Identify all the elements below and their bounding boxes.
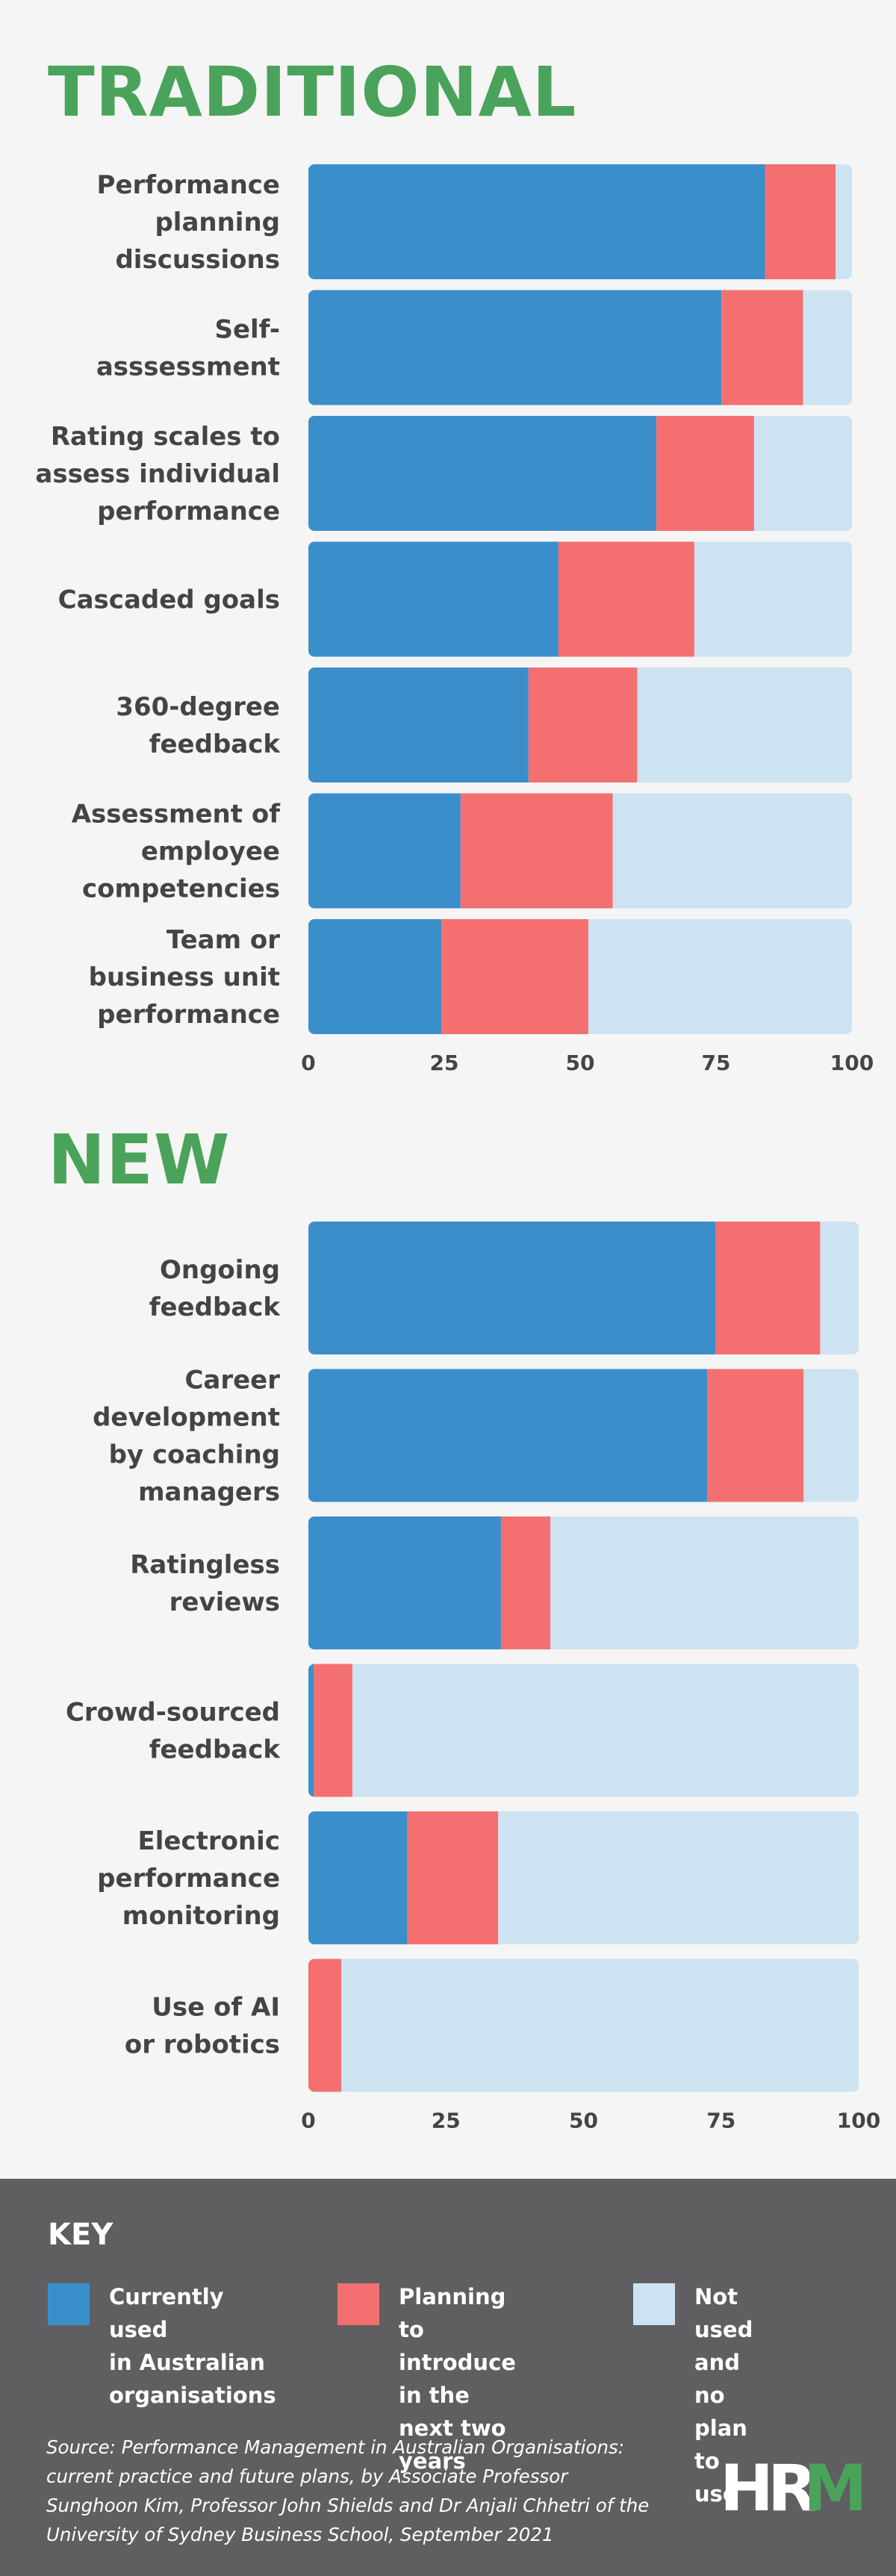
bar-segment-current xyxy=(308,541,559,657)
category-label: Cascaded goals xyxy=(58,585,280,615)
bar-segment-not-used xyxy=(803,290,852,405)
bar-segment-not-used xyxy=(803,1369,859,1502)
logo-m: M xyxy=(803,2457,862,2516)
bar-segment-current xyxy=(308,1516,501,1649)
category-label: Rating scales to assess individual perform… xyxy=(35,422,280,526)
new-title: NEW xyxy=(48,1120,231,1200)
bar-segment-current xyxy=(308,290,722,405)
bar-segment-current xyxy=(308,1664,314,1797)
bar-segment-planning xyxy=(721,290,803,405)
category-label: Team or business unit performance xyxy=(89,925,281,1030)
bar-segment-current xyxy=(308,416,656,531)
key-swatch-planning xyxy=(337,2283,379,2325)
bar-segment-current xyxy=(308,793,461,909)
x-tick-label: 50 xyxy=(569,2109,598,2133)
x-tick-label: 75 xyxy=(706,2109,735,2133)
bar-segment-current xyxy=(308,919,442,1034)
bar-row-cascaded-goals xyxy=(308,541,852,657)
bar-segment-not-used xyxy=(694,541,852,657)
bar-segment-not-used xyxy=(588,919,852,1034)
bar-segment-not-used xyxy=(637,668,852,783)
key-label-not-used: Not used and no plan to use xyxy=(694,2284,753,2507)
bar-segment-not-used xyxy=(341,1959,859,2092)
bar-segment-planning xyxy=(656,416,754,531)
bar-segment-current xyxy=(308,668,529,783)
x-tick-label: 75 xyxy=(702,1051,731,1075)
category-label: Ratingless reviews xyxy=(130,1550,280,1617)
category-label: Assessment of employee competencies xyxy=(72,800,281,904)
category-label: Use of AI or robotics xyxy=(125,1993,280,2060)
bar-row-electronic-performance-monitoring xyxy=(308,1811,859,1944)
x-tick-label: 0 xyxy=(301,2109,315,2133)
bar-segment-planning xyxy=(558,541,694,657)
bar-row-self-asssessment xyxy=(308,290,852,405)
key-label-current: Currently used in Australian organisatio… xyxy=(109,2284,276,2408)
bar-segment-not-used xyxy=(836,164,852,279)
key-panel: KEY Currently used in Australian organis… xyxy=(0,2179,896,2576)
category-label: 360-degree feedback xyxy=(116,692,281,759)
category-label: Electronic performance monitoring xyxy=(97,1826,280,1931)
bar-segment-planning xyxy=(314,1664,352,1797)
bar-row-360-degree-feedback xyxy=(308,668,852,783)
category-label: Career development by coaching managers xyxy=(93,1366,280,1508)
bar-segment-not-used xyxy=(612,793,852,909)
category-label: Crowd-sourced feedback xyxy=(66,1698,281,1765)
category-label: Self-asssessment xyxy=(96,315,280,382)
bar-segment-planning xyxy=(308,1959,342,2092)
x-tick-label: 25 xyxy=(432,2109,461,2133)
bar-segment-planning xyxy=(441,919,588,1034)
bar-segment-planning xyxy=(707,1369,804,1502)
category-label: Ongoing feedback xyxy=(149,1255,281,1322)
bar-segment-planning xyxy=(460,793,613,909)
key-label-planning: Planning to introduce in the next two ye… xyxy=(399,2284,516,2474)
bar-row-crowd-sourced-feedback xyxy=(308,1664,859,1797)
bar-segment-not-used xyxy=(352,1664,859,1797)
bar-segment-planning xyxy=(500,1516,551,1649)
bar-segment-current xyxy=(308,164,765,279)
key-swatch-current xyxy=(48,2283,90,2325)
hrm-logo: HR M xyxy=(720,2457,862,2516)
bar-segment-not-used xyxy=(820,1222,859,1354)
bar-segment-planning xyxy=(715,1222,821,1354)
x-tick-label: 100 xyxy=(830,1051,874,1075)
bar-segment-planning xyxy=(528,668,638,783)
x-tick-label: 100 xyxy=(837,2109,880,2133)
key-swatch-not-used xyxy=(633,2283,675,2325)
key-title: KEY xyxy=(48,2218,113,2252)
bar-segment-planning xyxy=(765,164,836,279)
bar-row-performance-planning-discussions xyxy=(308,164,852,279)
category-label: Performance planning discussions xyxy=(97,170,280,275)
bar-row-use-of-ai-or-robotics xyxy=(308,1959,859,2092)
bar-row-ongoing-feedback xyxy=(308,1222,859,1354)
logo-hr: HR xyxy=(720,2457,816,2516)
x-tick-label: 0 xyxy=(301,1051,315,1075)
bar-row-assessment-of-employee-competencies xyxy=(308,793,852,909)
x-tick-label: 25 xyxy=(430,1051,459,1075)
traditional-chart: Performance planning discussions Self-assse… xyxy=(35,164,874,1075)
bar-row-rating-scales-to-assess-individual-performance xyxy=(308,416,852,531)
bar-row-team-or-business-unit-performance xyxy=(308,919,852,1034)
bar-segment-current xyxy=(308,1369,708,1502)
bar-row-career-development-by-coaching-managers xyxy=(308,1369,859,1502)
new-chart: Ongoing feedback Career development by coach… xyxy=(66,1222,880,2133)
x-tick-label: 50 xyxy=(566,1051,595,1075)
traditional-title: TRADITIONAL xyxy=(48,52,577,132)
bar-segment-current xyxy=(308,1222,716,1354)
bar-segment-current xyxy=(308,1811,408,1944)
bar-row-ratingless-reviews xyxy=(308,1516,859,1649)
bar-segment-planning xyxy=(407,1811,499,1944)
bar-segment-not-used xyxy=(753,416,852,531)
bar-segment-not-used xyxy=(498,1811,859,1944)
bar-segment-not-used xyxy=(550,1516,859,1649)
source-note: Source: Performance Management in Austra… xyxy=(46,2436,650,2545)
